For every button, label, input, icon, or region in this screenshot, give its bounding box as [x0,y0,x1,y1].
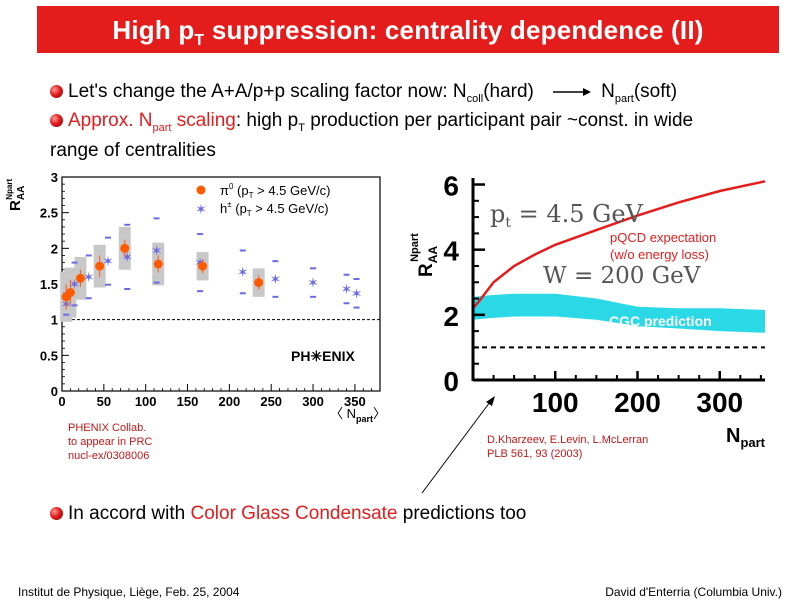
footer-venue: Institut de Physique, Liège, Feb. 25, 20… [18,585,240,599]
h-point: ✶ [69,277,81,293]
right-x-tick-label: 300 [696,387,743,418]
legend-pi0-marker [196,185,206,195]
h-point: ✶ [341,282,353,298]
pt-annotation: pt = 4.5 GeV [490,200,644,231]
h-point: ✶ [307,276,319,292]
right-y-tick-label: 0 [443,366,459,397]
h-point: ✶ [270,272,282,288]
red-sphere-bullet-icon [50,85,63,98]
w-annotation: W = 200 GeV [543,263,701,289]
left-y-tick-label: 0 [51,384,58,399]
left-y-tick-label: 0.5 [40,348,58,363]
bullet-scaling-factor: Let's change the A+A/p+p scaling factor … [50,81,677,105]
left-xlabel: 〈 Npart〉 [330,406,386,424]
left-x-tick-label: 150 [177,394,199,409]
left-x-tick-label: 300 [302,394,324,409]
pi0-point [153,259,163,269]
left-x-tick-label: 0 [58,394,65,409]
right-y-tick-label: 4 [443,236,459,267]
right-x-tick-label: 200 [614,387,661,418]
h-point: ✶ [237,265,249,281]
legend-h-marker: ✶ [195,202,207,218]
pqcd-label: pQCD expectation [610,230,716,245]
left-y-tick-label: 3 [51,170,58,185]
pi0-point [198,261,208,271]
right-xlabel: Npart [726,425,766,450]
pqcd-label-2: (w/o energy loss) [610,247,709,262]
red-sphere-bullet-icon [50,114,63,127]
pqcd-curve [472,180,766,310]
right-y-tick-label: 6 [443,171,459,202]
h-point: ✶ [151,243,163,259]
left-x-tick-label: 250 [260,394,282,409]
left-ylabel: RAANpart [5,178,27,211]
right-ylabel: RAANpart [409,233,440,277]
h-point: ✶ [102,254,114,270]
cgc-band [473,293,765,333]
red-sphere-bullet-icon [50,507,63,520]
left-y-tick-label: 1 [51,313,58,328]
cgc-label: CGC prediction [609,313,712,329]
left-y-tick-label: 2.5 [40,206,58,221]
left-x-tick-label: 200 [219,394,241,409]
footer-author: David d'Enterria (Columbia Univ.) [605,585,782,599]
left-x-tick-label: 100 [135,394,157,409]
bullet-npart-scaling-cont: range of centralities [50,140,216,161]
slide-title: High pT suppression: centrality dependen… [112,15,704,50]
right-x-tick-label: 100 [532,387,579,418]
pi0-point [65,288,75,298]
title-bar: High pT suppression: centrality dependen… [37,6,779,53]
pi0-point [120,243,130,253]
bullet-npart-scaling: Approx. Npart scaling: high pT productio… [50,110,693,134]
right-arrow-icon [553,87,592,96]
phenix-logo: PH✳ENIX [291,348,356,364]
pi0-point [95,261,105,271]
phenix-reference: PHENIX Collab. to appear in PRC nucl-ex/03… [68,422,153,462]
legend-h-label: h± (pT > 4.5 GeV/c) [220,200,329,218]
h-point: ✶ [83,270,95,286]
pi0-point [75,273,85,283]
right-y-tick-label: 2 [443,301,459,332]
pointer-arrow-icon [421,396,495,494]
left-plot-frame [61,176,381,392]
bullet-cgc-accord: In accord with Color Glass Condensate pr… [50,503,526,525]
left-x-tick-label: 50 [97,394,111,409]
pi0-point [254,278,264,288]
kharzeev-reference: D.Kharzeev, E.Levin, L.McLerran PLB 561, … [487,434,649,460]
left-x-tick-label: 350 [344,394,366,409]
h-point: ✶ [121,250,133,266]
left-y-tick-label: 1.5 [40,277,58,292]
cgc-prediction-chart: 100 200 300 0 2 4 6 pt = 4.5 GeV W = 200 GeV p… [409,171,766,450]
h-point: ✶ [351,286,363,302]
left-y-tick-label: 2 [51,241,58,256]
legend-pi0-label: π0 (pT > 4.5 GeV/c) [220,182,330,200]
